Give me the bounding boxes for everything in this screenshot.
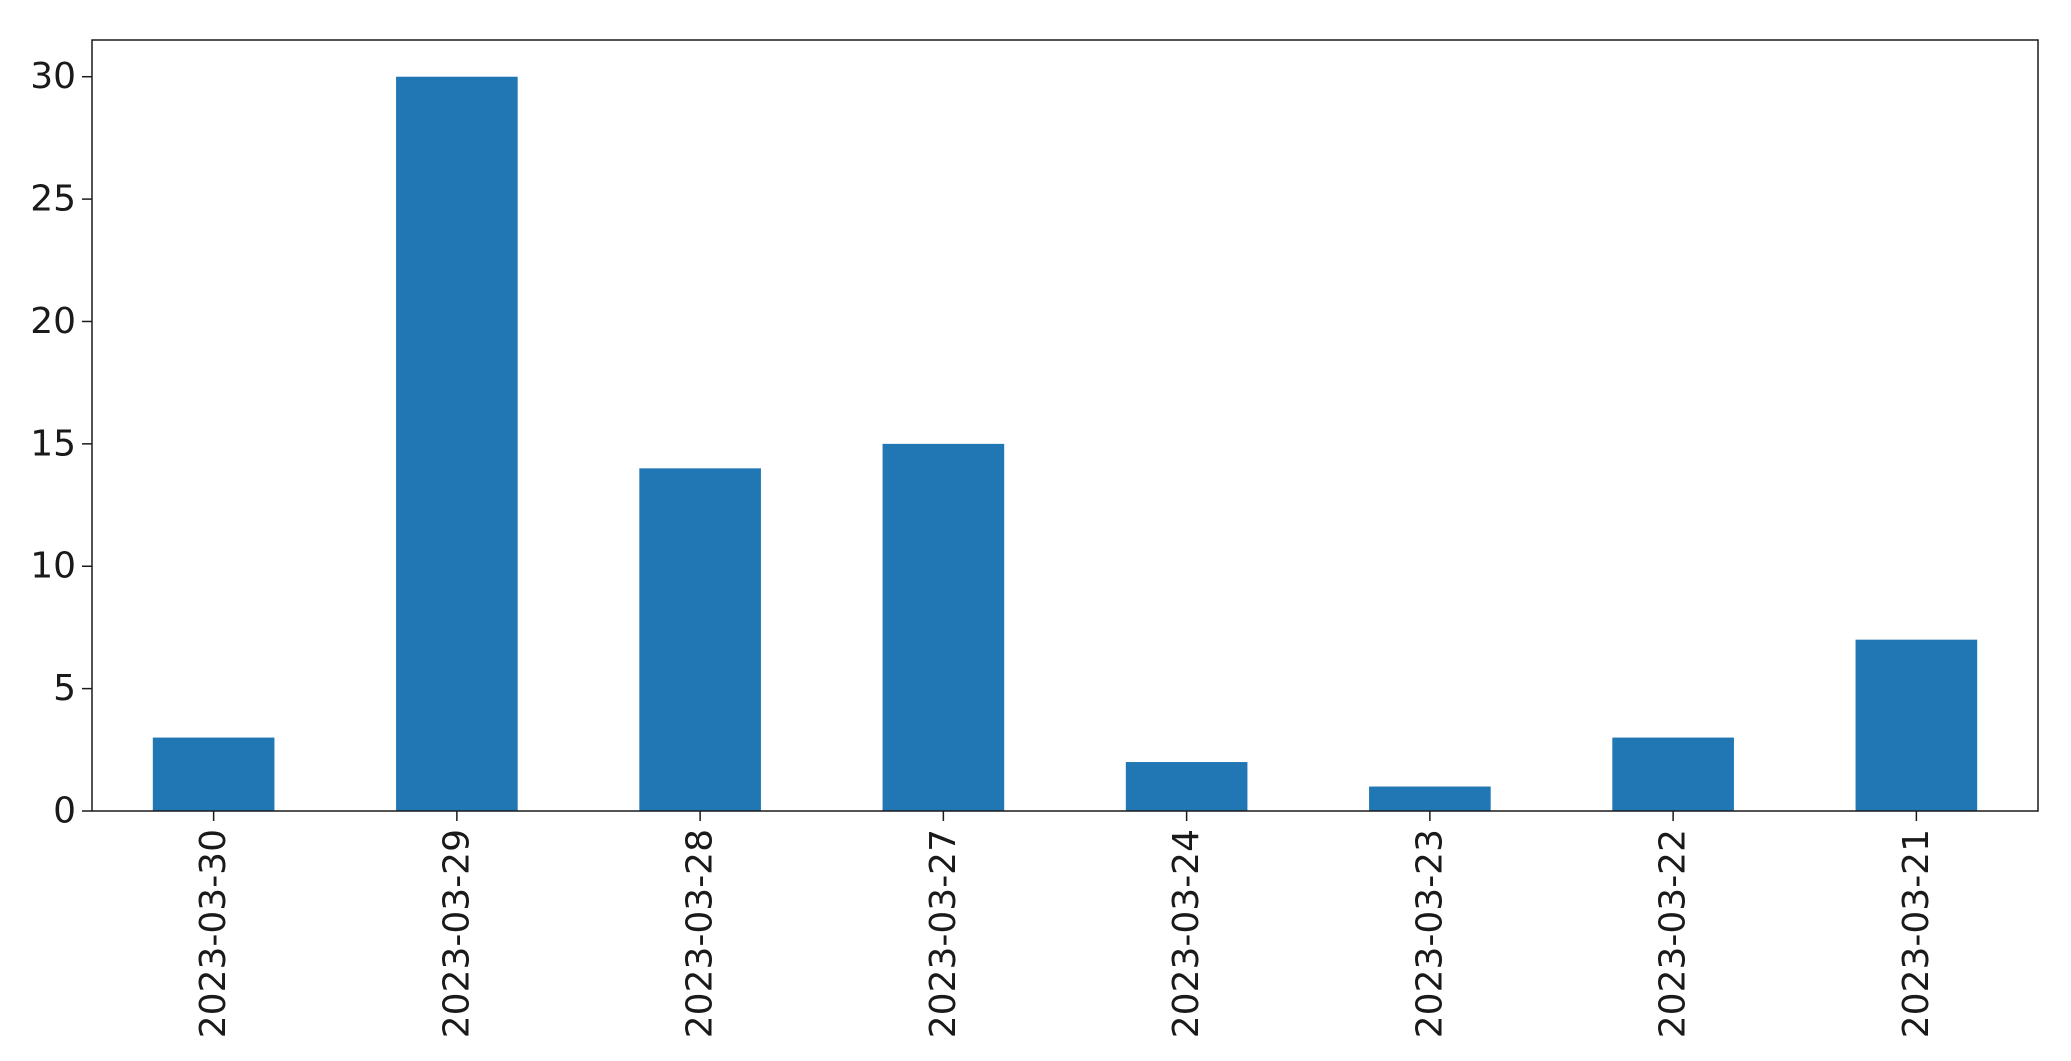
y-tick-label: 15 bbox=[30, 423, 76, 464]
bar-2023-03-30 bbox=[152, 737, 275, 811]
bars-group bbox=[152, 76, 1978, 811]
y-tick-label: 25 bbox=[30, 179, 76, 220]
x-tick-label: 2023-03-21 bbox=[1896, 829, 1937, 1038]
bar-2023-03-22 bbox=[1612, 737, 1734, 811]
x-tick-label: 2023-03-23 bbox=[1409, 829, 1450, 1038]
x-tick-label: 2023-03-30 bbox=[193, 829, 234, 1038]
bar-2023-03-24 bbox=[1125, 762, 1248, 811]
y-tick-label: 30 bbox=[30, 56, 76, 97]
y-tick-label: 20 bbox=[30, 301, 76, 342]
x-tick-label: 2023-03-28 bbox=[680, 829, 721, 1038]
bar-2023-03-29 bbox=[396, 76, 518, 811]
x-tick-label: 2023-03-22 bbox=[1653, 829, 1694, 1038]
bar-2023-03-23 bbox=[1369, 786, 1491, 811]
y-axis: 0 5 10 15 20 25 30 bbox=[30, 56, 92, 832]
bar-2023-03-28 bbox=[639, 468, 761, 811]
x-tick-label: 2023-03-27 bbox=[923, 829, 964, 1038]
y-tick-label: 5 bbox=[53, 668, 76, 709]
x-axis: 2023-03-30 2023-03-29 2023-03-28 2023-03-27… bbox=[193, 811, 1937, 1038]
bar-2023-03-27 bbox=[882, 443, 1005, 811]
y-tick-label: 10 bbox=[30, 546, 76, 587]
x-tick-label: 2023-03-24 bbox=[1166, 829, 1207, 1038]
x-tick-label: 2023-03-29 bbox=[436, 829, 477, 1038]
plot-frame bbox=[91, 39, 2039, 812]
bar-2023-03-21 bbox=[1855, 639, 1978, 811]
y-tick-label: 0 bbox=[53, 791, 76, 832]
